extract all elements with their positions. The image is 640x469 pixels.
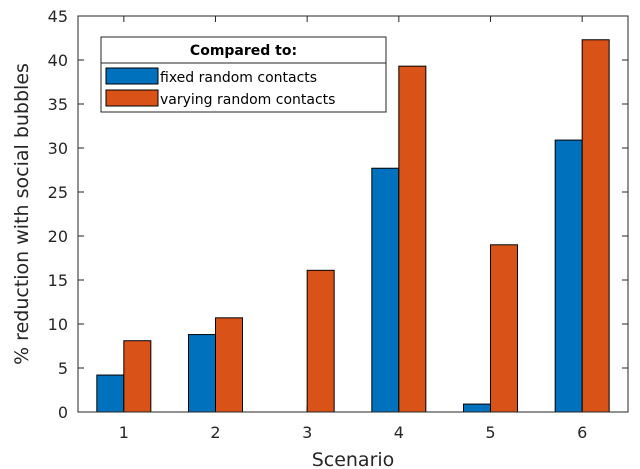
bars-group — [96, 39, 610, 413]
x-tick-label: 3 — [302, 423, 312, 442]
plot-area-frame — [77, 15, 629, 413]
legend-items: fixed random contacts varying random cont… — [105, 67, 335, 108]
x-tick-label: 6 — [577, 423, 587, 442]
legend-swatch-2 — [105, 89, 159, 107]
bar-series-2-scenario-2 — [215, 317, 243, 413]
legend-label-2: varying random contacts — [160, 92, 335, 108]
x-tick-label: 4 — [394, 423, 404, 442]
y-axis-label: % reduction with social bubbles — [11, 63, 33, 365]
bar-series-1-scenario-4 — [371, 167, 400, 413]
y-tick-label: 0 — [58, 403, 68, 422]
bar-series-2-scenario-6 — [581, 39, 610, 413]
bar-series-2-scenario-5 — [490, 244, 518, 413]
bar-series-2-scenario-4 — [398, 65, 427, 413]
y-tick-label: 15 — [48, 271, 68, 290]
y-tick-label: 25 — [48, 183, 68, 202]
y-tick-label: 30 — [48, 139, 68, 158]
y-axis-ticks: 0 5 10 15 20 25 30 35 40 45 — [48, 7, 628, 422]
y-tick-label: 45 — [48, 7, 68, 26]
bar-series-2-scenario-1 — [123, 340, 152, 413]
y-tick-label: 40 — [48, 51, 68, 70]
legend-label-1: fixed random contacts — [160, 70, 317, 86]
legend-swatch-1 — [105, 67, 159, 85]
y-tick-label: 20 — [48, 227, 68, 246]
bar-series-1-scenario-6 — [554, 139, 583, 413]
y-tick-label: 10 — [48, 315, 68, 334]
x-tick-label: 5 — [485, 423, 495, 442]
legend: Compared to: fixed random contacts varyin… — [100, 36, 387, 113]
legend-title: Compared to: — [190, 43, 297, 59]
x-tick-label: 2 — [210, 423, 220, 442]
x-tick-label: 1 — [119, 423, 129, 442]
x-axis-label: Scenario — [312, 449, 395, 469]
bar-series-1-scenario-1 — [96, 374, 125, 413]
y-tick-label: 5 — [58, 359, 68, 378]
bar-series-1-scenario-2 — [188, 334, 216, 413]
y-tick-label: 35 — [48, 95, 68, 114]
bar-series-2-scenario-3 — [306, 269, 335, 413]
bar-series-1-scenario-5 — [463, 403, 491, 413]
